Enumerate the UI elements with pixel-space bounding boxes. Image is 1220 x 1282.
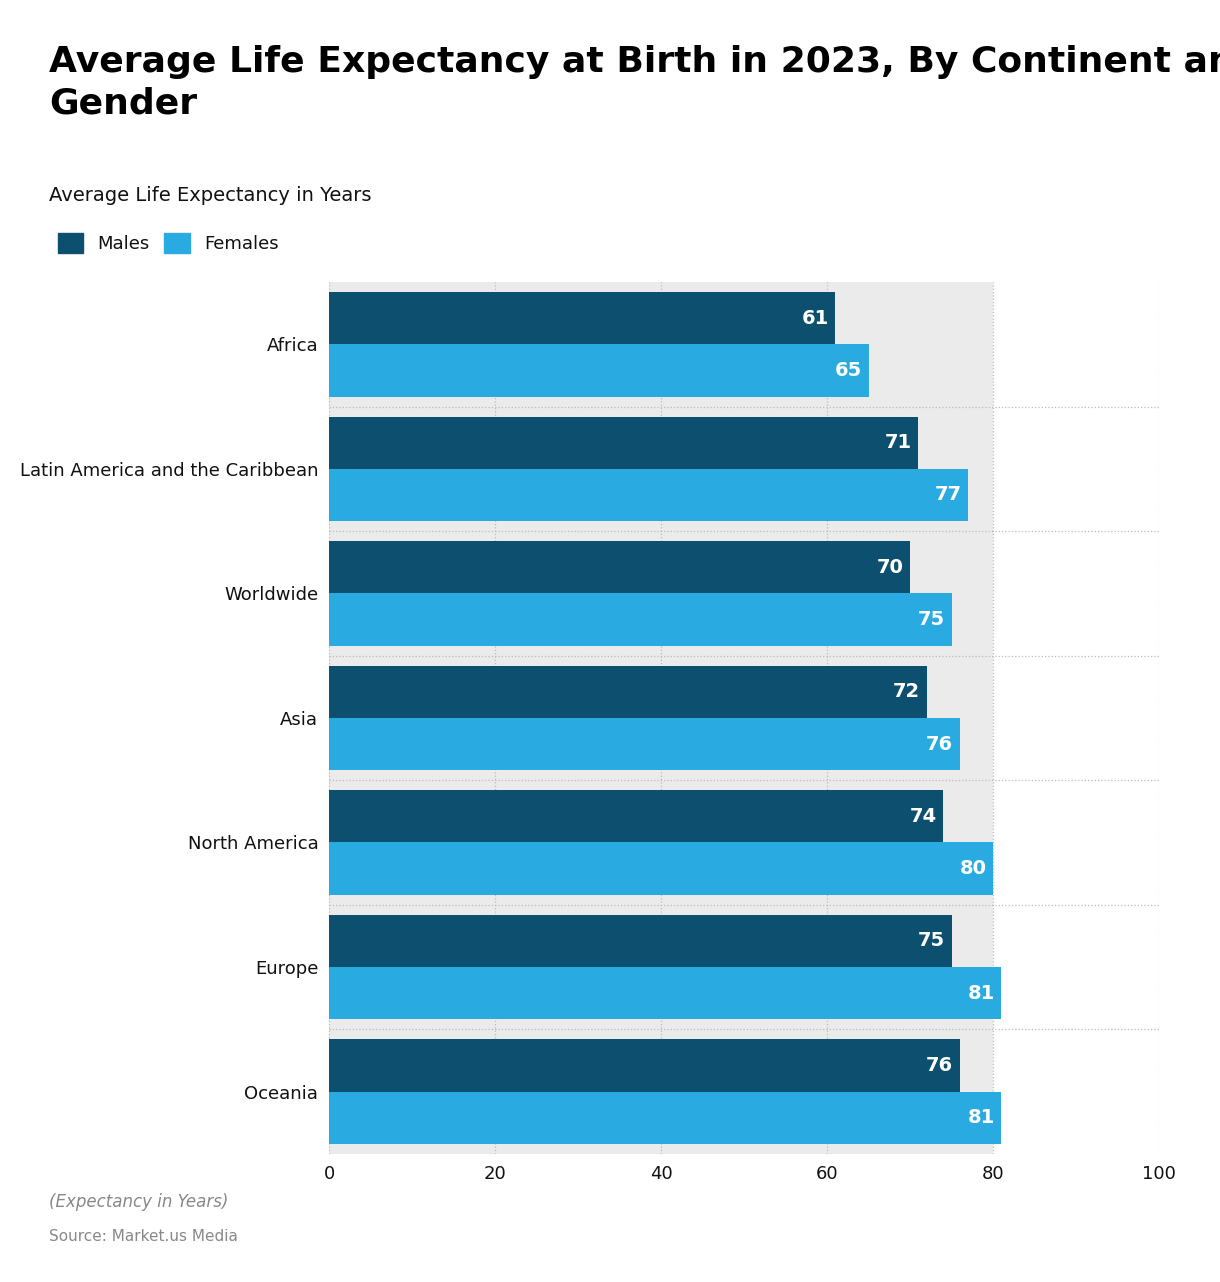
- Text: Source: Market.us Media: Source: Market.us Media: [49, 1228, 238, 1244]
- Bar: [329, 967, 1002, 1019]
- Text: 76: 76: [926, 735, 953, 754]
- Text: 80: 80: [959, 859, 987, 878]
- Text: 72: 72: [893, 682, 920, 701]
- Text: 75: 75: [917, 931, 946, 950]
- Bar: [329, 541, 910, 594]
- Bar: [329, 718, 960, 770]
- Bar: [329, 1040, 960, 1091]
- Bar: [329, 292, 836, 345]
- Text: Average Life Expectancy at Birth in 2023, By Continent and
Gender: Average Life Expectancy at Birth in 2023…: [49, 45, 1220, 121]
- Bar: [329, 790, 943, 842]
- Bar: [329, 914, 952, 967]
- Text: 76: 76: [926, 1056, 953, 1074]
- Bar: [993, 282, 1159, 1154]
- Legend: Males, Females: Males, Females: [57, 233, 278, 254]
- Text: 71: 71: [884, 433, 911, 453]
- Text: 70: 70: [877, 558, 904, 577]
- Text: Average Life Expectancy in Years: Average Life Expectancy in Years: [49, 186, 371, 205]
- Bar: [329, 345, 869, 396]
- Bar: [329, 469, 969, 522]
- Bar: [329, 594, 952, 646]
- Text: 61: 61: [802, 309, 828, 328]
- Text: 74: 74: [910, 806, 937, 826]
- Text: (Expectancy in Years): (Expectancy in Years): [49, 1194, 228, 1211]
- Text: 65: 65: [834, 362, 863, 379]
- Text: 81: 81: [967, 983, 994, 1003]
- Bar: [329, 842, 993, 895]
- Text: 75: 75: [917, 610, 946, 629]
- Text: 77: 77: [935, 486, 961, 505]
- Bar: [329, 665, 927, 718]
- Bar: [329, 417, 919, 469]
- Bar: [329, 1091, 1002, 1144]
- Text: 81: 81: [967, 1108, 994, 1127]
